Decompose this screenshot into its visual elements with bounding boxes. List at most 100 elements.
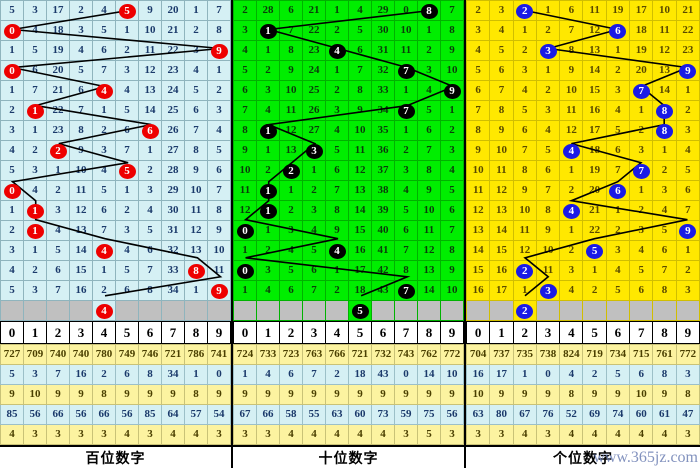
miss-count-cell: 11 bbox=[489, 160, 514, 181]
stat-cell-avg_miss: 66 bbox=[256, 404, 280, 425]
miss-count-cell: 12 bbox=[559, 120, 584, 141]
digit-index-9[interactable]: 9 bbox=[440, 321, 464, 344]
grid-cell-empty bbox=[69, 300, 93, 321]
miss-count-cell: 8 bbox=[535, 200, 561, 221]
miss-count-cell: 16 bbox=[465, 280, 491, 301]
miss-count-cell: 2 bbox=[512, 40, 537, 61]
digit-index-1[interactable]: 1 bbox=[23, 321, 47, 344]
stat-cell-freq: 4 bbox=[512, 424, 537, 445]
digit-index-1[interactable]: 1 bbox=[256, 321, 280, 344]
digit-index-6[interactable]: 6 bbox=[605, 321, 631, 344]
miss-count-cell: 4 bbox=[23, 180, 47, 201]
miss-count-cell: 2 bbox=[559, 240, 584, 261]
digit-index-4[interactable]: 4 bbox=[92, 321, 116, 344]
digit-index-2[interactable]: 2 bbox=[512, 321, 537, 344]
miss-count-cell: 4 bbox=[207, 120, 231, 141]
miss-count-cell: 23 bbox=[675, 40, 700, 61]
miss-count-cell: 11 bbox=[417, 220, 441, 241]
miss-count-cell: 1 bbox=[629, 180, 654, 201]
digit-index-1[interactable]: 1 bbox=[489, 321, 514, 344]
stat-cell-current_miss: 2 bbox=[325, 364, 349, 385]
miss-count-cell: 7 bbox=[675, 200, 700, 221]
digit-index-6[interactable]: 6 bbox=[138, 321, 162, 344]
miss-count-cell: 5 bbox=[92, 180, 116, 201]
miss-count-cell: 5 bbox=[417, 100, 441, 121]
miss-count-cell: 4 bbox=[605, 260, 631, 281]
grid-cell-empty bbox=[0, 300, 24, 321]
digit-index-7[interactable]: 7 bbox=[161, 321, 185, 344]
digit-index-3[interactable]: 3 bbox=[535, 321, 561, 344]
digit-index-5[interactable]: 5 bbox=[115, 321, 139, 344]
marker-circle: 2 bbox=[49, 144, 67, 159]
miss-count-cell: 43 bbox=[371, 280, 395, 301]
miss-count-cell: 24 bbox=[161, 80, 185, 101]
marker-circle: 9 bbox=[443, 84, 461, 99]
stat-cell-freq: 4 bbox=[0, 424, 24, 445]
miss-count-cell: 18 bbox=[582, 140, 607, 161]
digit-index-9[interactable]: 9 bbox=[675, 321, 700, 344]
miss-count-cell: 5 bbox=[0, 280, 24, 301]
miss-count-cell: 7 bbox=[440, 220, 464, 241]
miss-count-cell: 6 bbox=[629, 280, 654, 301]
panel-tens: 2 28 6 21 1 4 29 0 8 7 3 1 7 22 2 5 30 10 1 8 4 1 8 23 4 6 31 11 2 9 5… bbox=[233, 0, 466, 468]
grid-cell-empty bbox=[535, 300, 561, 321]
stat-cell-current_miss: 4 bbox=[559, 364, 584, 385]
miss-count-cell: 1 bbox=[512, 280, 537, 301]
miss-count-cell: 6 bbox=[184, 100, 208, 121]
digit-index-9[interactable]: 9 bbox=[207, 321, 231, 344]
miss-count-cell: 1 bbox=[184, 280, 208, 301]
miss-count-cell: 11 bbox=[394, 40, 418, 61]
miss-count-cell: 42 bbox=[371, 260, 395, 281]
digit-index-5[interactable]: 5 bbox=[582, 321, 607, 344]
miss-count-cell: 18 bbox=[629, 20, 654, 41]
digit-index-3[interactable]: 3 bbox=[302, 321, 326, 344]
digit-index-4[interactable]: 4 bbox=[559, 321, 584, 344]
miss-count-cell: 14 bbox=[138, 100, 162, 121]
miss-count-cell: 2 bbox=[605, 220, 631, 241]
panel-label: 个位数字 bbox=[553, 451, 613, 467]
miss-count-cell: 10 bbox=[535, 240, 561, 261]
stat-cell-max_miss: 10 bbox=[629, 384, 654, 405]
stat-cell-freq: 4 bbox=[279, 424, 303, 445]
miss-count-cell: 11 bbox=[465, 180, 491, 201]
miss-count-cell: 17 bbox=[629, 0, 654, 21]
miss-count-cell: 4 bbox=[605, 100, 631, 121]
miss-count-cell: 2 bbox=[535, 80, 561, 101]
digit-index-0[interactable]: 0 bbox=[233, 321, 257, 344]
marker-circle: 7 bbox=[632, 164, 650, 179]
miss-count-cell: 3 bbox=[394, 160, 418, 181]
miss-count-cell: 28 bbox=[256, 0, 280, 21]
digit-index-4[interactable]: 4 bbox=[325, 321, 349, 344]
digit-index-5[interactable]: 5 bbox=[348, 321, 372, 344]
miss-count-cell: 8 bbox=[207, 20, 231, 41]
digit-index-0[interactable]: 0 bbox=[0, 321, 24, 344]
miss-count-cell: 12 bbox=[69, 200, 93, 221]
digit-index-6[interactable]: 6 bbox=[371, 321, 395, 344]
digit-index-8[interactable]: 8 bbox=[652, 321, 677, 344]
stat-cell-freq: 3 bbox=[256, 424, 280, 445]
stat-cell-current_miss: 7 bbox=[46, 364, 70, 385]
digit-index-2[interactable]: 2 bbox=[279, 321, 303, 344]
digit-index-8[interactable]: 8 bbox=[184, 321, 208, 344]
panel-label: 十位数字 bbox=[318, 451, 379, 467]
miss-count-cell: 22 bbox=[302, 20, 326, 41]
miss-count-cell: 6 bbox=[46, 260, 70, 281]
miss-count-cell: 18 bbox=[46, 20, 70, 41]
digit-index-0[interactable]: 0 bbox=[465, 321, 491, 344]
miss-count-cell: 21 bbox=[675, 0, 700, 21]
table-row: 3 1 7 22 2 5 30 10 1 8 bbox=[233, 20, 464, 41]
digit-index-3[interactable]: 3 bbox=[69, 321, 93, 344]
miss-count-cell: 5 bbox=[325, 140, 349, 161]
miss-count-cell: 7 bbox=[440, 0, 464, 21]
stat-cell-avg_miss: 75 bbox=[417, 404, 441, 425]
stat-cell-avg_miss: 69 bbox=[582, 404, 607, 425]
miss-count-cell: 26 bbox=[161, 120, 185, 141]
panel-label: 百位数字 bbox=[85, 451, 146, 467]
digit-index-7[interactable]: 7 bbox=[629, 321, 654, 344]
stat-cell-max_miss: 9 bbox=[535, 384, 561, 405]
digit-index-7[interactable]: 7 bbox=[394, 321, 418, 344]
digit-index-8[interactable]: 8 bbox=[417, 321, 441, 344]
miss-count-cell: 12 bbox=[582, 20, 607, 41]
digit-index-2[interactable]: 2 bbox=[46, 321, 70, 344]
